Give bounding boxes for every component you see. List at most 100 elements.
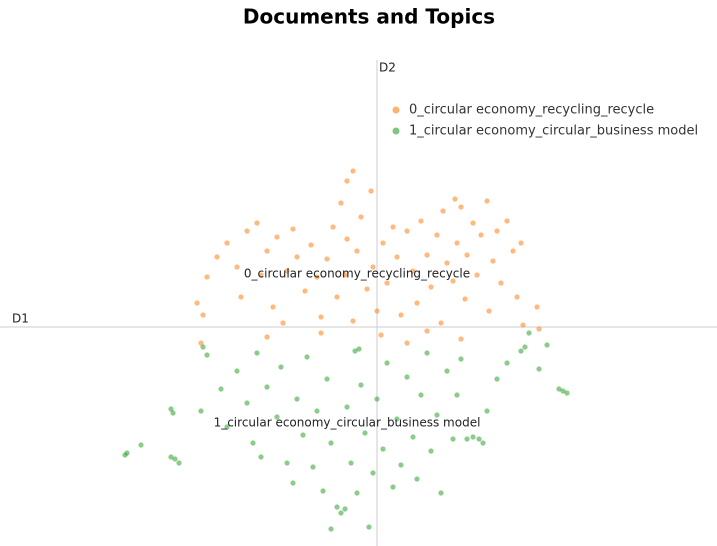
point [476, 436, 482, 442]
point [290, 480, 296, 486]
point [450, 436, 456, 442]
point [404, 374, 410, 380]
point [344, 236, 350, 242]
point [194, 300, 200, 306]
point [290, 226, 296, 232]
point [250, 440, 256, 446]
point [452, 196, 458, 202]
point [356, 346, 362, 352]
point [428, 448, 434, 454]
legend-marker [392, 127, 400, 135]
point [278, 364, 284, 370]
point [520, 322, 526, 328]
point [458, 336, 464, 342]
point [200, 312, 206, 318]
point [370, 470, 376, 476]
point [522, 344, 528, 350]
point [344, 404, 350, 410]
point [518, 348, 524, 354]
point [418, 392, 424, 398]
point [314, 274, 320, 280]
point [474, 272, 480, 278]
point [308, 242, 314, 248]
point [204, 274, 210, 280]
point [444, 368, 450, 374]
point [434, 232, 440, 238]
point [214, 254, 220, 260]
point [434, 412, 440, 418]
point [390, 484, 396, 490]
point [314, 408, 320, 414]
point [284, 268, 290, 274]
point [418, 218, 424, 224]
point [168, 406, 174, 412]
point [198, 340, 204, 346]
point [200, 344, 206, 350]
point [300, 432, 306, 438]
point [352, 348, 358, 354]
point [254, 220, 260, 226]
point [338, 510, 344, 516]
point [294, 254, 300, 260]
point [484, 198, 490, 204]
point [498, 280, 504, 286]
point [560, 388, 566, 394]
point [364, 286, 370, 292]
point [258, 272, 264, 278]
point [328, 526, 334, 532]
topic-label: 1_circular economy_circular_business mod… [214, 416, 481, 430]
point [344, 178, 350, 184]
point [556, 386, 562, 392]
point [384, 280, 390, 286]
point [536, 366, 542, 372]
point [464, 436, 470, 442]
point [362, 430, 368, 436]
point [424, 252, 430, 258]
point [350, 318, 356, 324]
point [198, 408, 204, 414]
point [462, 296, 468, 302]
point [404, 340, 410, 346]
point [274, 234, 280, 240]
point [478, 232, 484, 238]
point [354, 248, 360, 254]
point [440, 208, 446, 214]
point [384, 360, 390, 366]
point [334, 504, 340, 510]
point [334, 294, 340, 300]
point [378, 332, 384, 338]
point [494, 376, 500, 382]
point [234, 264, 240, 270]
point [354, 490, 360, 496]
point [318, 330, 324, 336]
point [338, 200, 344, 206]
point [494, 228, 500, 234]
point [380, 446, 386, 452]
point [518, 240, 524, 246]
point [348, 460, 354, 466]
chart-title: Documents and Topics [243, 5, 495, 29]
point [342, 506, 348, 512]
topic-label: 0_circular economy_recycling_recycle [244, 267, 470, 281]
point [450, 278, 456, 284]
point [458, 356, 464, 362]
point [342, 272, 348, 278]
point [564, 390, 570, 396]
point [350, 168, 356, 174]
point [124, 450, 130, 456]
point [414, 476, 420, 482]
point [368, 188, 374, 194]
point [370, 264, 376, 270]
point [444, 260, 450, 266]
point [484, 408, 490, 414]
point [464, 252, 470, 258]
point [380, 240, 386, 246]
point [358, 214, 364, 220]
point [480, 440, 486, 446]
point [330, 224, 336, 230]
point [424, 328, 430, 334]
point [534, 304, 540, 310]
point [274, 414, 280, 420]
point [304, 354, 310, 360]
